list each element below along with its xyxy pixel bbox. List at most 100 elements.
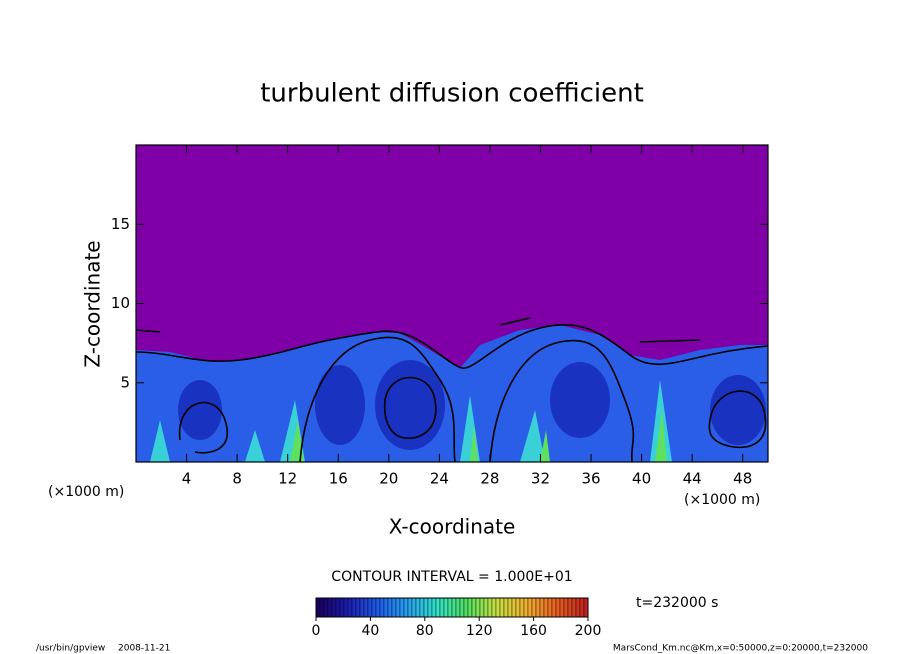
colorbar-cell bbox=[479, 597, 485, 618]
colorbar-cell bbox=[455, 597, 461, 618]
y-axis-label: Z-coordinate bbox=[81, 240, 105, 367]
colorbar-cell bbox=[583, 597, 589, 618]
colorbar-cell bbox=[387, 597, 393, 618]
colorbar-cell bbox=[539, 597, 545, 618]
colorbar-cell bbox=[459, 597, 465, 618]
field bbox=[135, 144, 769, 463]
y-tick-label: 5 bbox=[120, 373, 130, 391]
colorbar-cell bbox=[499, 597, 505, 618]
x-tick-label: 32 bbox=[531, 470, 550, 488]
colorbar-cell bbox=[319, 597, 325, 618]
time-label: t=232000 s bbox=[636, 595, 718, 611]
colorbar-tick-label: 120 bbox=[466, 623, 493, 639]
colorbar-cell bbox=[523, 597, 529, 618]
x-tick-label: 12 bbox=[278, 470, 297, 488]
colorbar-cell bbox=[507, 597, 513, 618]
colorbar-cell bbox=[579, 597, 585, 618]
colorbar-cell bbox=[547, 597, 553, 618]
colorbar-cell bbox=[339, 597, 345, 618]
colorbar-cell bbox=[487, 597, 493, 618]
contour-interval: CONTOUR INTERVAL = 1.000E+01 bbox=[331, 569, 572, 585]
x-unit: (×1000 m) bbox=[48, 484, 124, 500]
x-tick-label: 16 bbox=[329, 470, 348, 488]
footer-file: MarsCond_Km.nc@Km,x=0:50000,z=0:20000,t=… bbox=[613, 644, 868, 654]
x-tick-label: 20 bbox=[379, 470, 398, 488]
colorbar-cell bbox=[427, 597, 433, 618]
colorbar-tick-label: 200 bbox=[575, 623, 602, 639]
contour-line bbox=[383, 376, 437, 440]
colorbar-cell bbox=[411, 597, 417, 618]
contour-line bbox=[708, 390, 767, 449]
colorbar-cell bbox=[335, 597, 341, 618]
colorbar-cell bbox=[403, 597, 409, 618]
colorbar-cell bbox=[555, 597, 561, 618]
footer-date: 2008-11-21 bbox=[118, 644, 170, 654]
colorbar-tick-label: 160 bbox=[520, 623, 547, 639]
field-region bbox=[375, 360, 445, 450]
colorbar-frame bbox=[315, 597, 589, 618]
colorbar-cell bbox=[415, 597, 421, 618]
x-tick-label: 48 bbox=[733, 470, 752, 488]
colorbar-cell bbox=[315, 597, 321, 618]
field-region bbox=[178, 380, 222, 440]
colorbar-cell bbox=[435, 597, 441, 618]
colorbar-cell bbox=[495, 597, 501, 618]
contour-line bbox=[178, 401, 228, 454]
x-tick-label: 24 bbox=[430, 470, 449, 488]
contour-line bbox=[135, 317, 701, 343]
colorbar-cell bbox=[475, 597, 481, 618]
colorbar-cell bbox=[571, 597, 577, 618]
colorbar-cell bbox=[535, 597, 541, 618]
x-unit: (×1000 m) bbox=[684, 492, 760, 508]
colorbar-cell bbox=[527, 597, 533, 618]
y-tick-label: 15 bbox=[111, 215, 130, 233]
x-tick-label: 44 bbox=[683, 470, 702, 488]
colorbar-cell bbox=[419, 597, 425, 618]
colorbar-cell bbox=[399, 597, 405, 618]
colorbar-cell bbox=[431, 597, 437, 618]
colorbar-cell bbox=[531, 597, 537, 618]
colorbar-tick-label: 80 bbox=[416, 623, 434, 639]
colorbar-cell bbox=[503, 597, 509, 618]
colorbar-cell bbox=[423, 597, 429, 618]
colorbar-cell bbox=[543, 597, 549, 618]
colorbar-cell bbox=[559, 597, 565, 618]
field-region bbox=[710, 375, 766, 445]
colorbar-cell bbox=[371, 597, 377, 618]
colorbar-cell bbox=[511, 597, 517, 618]
colorbar-cell bbox=[467, 597, 473, 618]
field-region bbox=[315, 365, 365, 445]
colorbar-cell bbox=[563, 597, 569, 618]
colorbar-cell bbox=[343, 597, 349, 618]
colorbar-cell bbox=[383, 597, 389, 618]
colorbar-cell bbox=[323, 597, 329, 618]
colorbar-cell bbox=[471, 597, 477, 618]
colorbar-cell bbox=[575, 597, 581, 618]
colorbar-cell bbox=[447, 597, 453, 618]
colorbar-tick-label: 0 bbox=[312, 623, 321, 639]
colorbar-cell bbox=[567, 597, 573, 618]
colorbar-cell bbox=[379, 597, 385, 618]
colorbar-cell bbox=[439, 597, 445, 618]
colorbar-cell bbox=[515, 597, 521, 618]
colorbar-cell bbox=[551, 597, 557, 618]
x-tick-label: 36 bbox=[581, 470, 600, 488]
colorbar-cell bbox=[359, 597, 365, 618]
colorbar-cell bbox=[367, 597, 373, 618]
y-tick-label: 10 bbox=[111, 294, 130, 312]
colorbar-cell bbox=[407, 597, 413, 618]
colorbar-cell bbox=[491, 597, 497, 618]
colorbar-cell bbox=[375, 597, 381, 618]
colorbar-cell bbox=[391, 597, 397, 618]
colorbar-tick-label: 40 bbox=[361, 623, 379, 639]
contour-line bbox=[299, 336, 456, 463]
colorbar-cell bbox=[355, 597, 361, 618]
colorbar-cell bbox=[327, 597, 333, 618]
colorbar-cell bbox=[347, 597, 353, 618]
colorbar-cell bbox=[331, 597, 337, 618]
x-tick-label: 40 bbox=[632, 470, 651, 488]
contour-line bbox=[135, 324, 769, 369]
x-tick-label: 28 bbox=[480, 470, 499, 488]
colorbar-cell bbox=[443, 597, 449, 618]
